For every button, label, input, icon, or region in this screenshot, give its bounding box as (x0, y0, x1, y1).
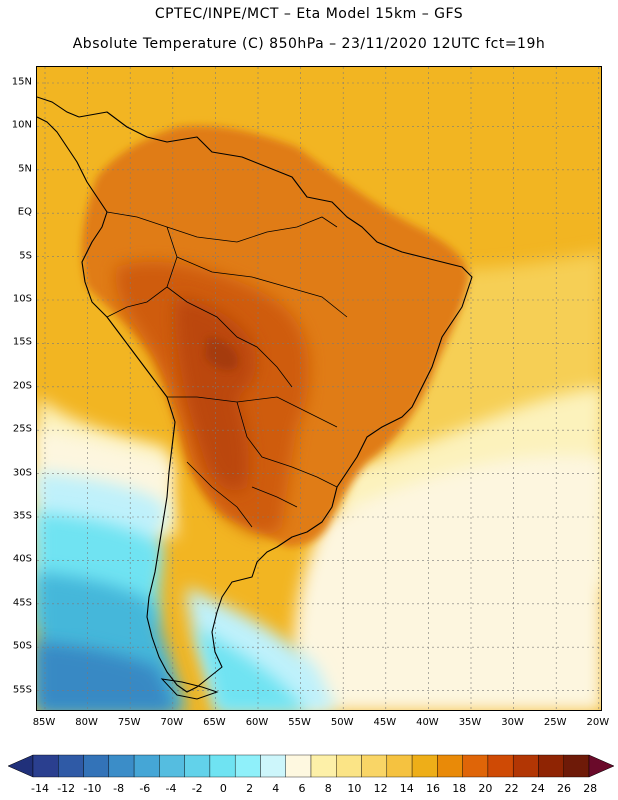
temperature-map (36, 66, 602, 711)
lat-label: 55S (12, 684, 32, 696)
south-atlantic-cream (293, 455, 601, 710)
lat-label: 5N (18, 163, 32, 175)
colorbar-cell (184, 754, 211, 778)
lat-label: 50S (12, 640, 32, 652)
country-borders (106, 211, 348, 528)
lon-label: 60W (245, 717, 269, 728)
map-title-line-1: CPTEC/INPE/MCT – Eta Model 15km – GFS (154, 6, 464, 22)
colorbar-tick-label: 2 (246, 782, 254, 795)
colorbar-cell (563, 754, 590, 778)
colorbar-tick-label: -8 (113, 782, 125, 795)
lon-label: 30W (501, 717, 524, 728)
colorbar-tick-label: -14 (31, 782, 49, 795)
colorbar-tick-label: -2 (191, 782, 203, 795)
colorbar-cell (58, 754, 84, 778)
lat-label: 5S (19, 250, 32, 262)
colorbar-cell (512, 754, 539, 778)
lat-label: 20S (12, 380, 32, 392)
lon-label: 50W (330, 717, 354, 728)
colorbar-cell (411, 754, 438, 778)
colorbar-cell (310, 754, 337, 778)
lat-label: 10N (11, 119, 32, 131)
colorbar-tick-label: -12 (57, 782, 76, 795)
colorbar-tick-label: 0 (219, 782, 227, 795)
lon-label: 70W (160, 717, 184, 728)
colorbar-tick-label: 12 (373, 782, 388, 795)
temperature-colorbar (7, 754, 615, 778)
atlantic-cyan-patch (197, 627, 306, 710)
colorbar-cell (234, 754, 261, 778)
south-america-coastline (37, 111, 473, 693)
tierra-del-fuego (160, 678, 219, 700)
lat-label: 15N (11, 76, 32, 88)
lat-lon-grid (37, 67, 601, 710)
colorbar-low-arrow (7, 754, 34, 778)
lon-label: 85W (32, 717, 56, 728)
lat-label: 40S (12, 553, 32, 565)
colorbar-cell (133, 754, 160, 778)
lat-label: 35S (12, 510, 32, 522)
colorbar-tick-label: 10 (347, 782, 362, 795)
lon-label: 55W (288, 717, 311, 728)
lat-label: 15S (12, 336, 32, 348)
colorbar-tick-label: 26 (557, 782, 571, 795)
lon-label: 25W (543, 717, 567, 728)
colorbar-tick-label: 4 (272, 782, 280, 795)
colorbar-cell (487, 754, 514, 778)
lon-label: 40W (416, 717, 439, 728)
colorbar-tick-label: 16 (426, 782, 440, 795)
colorbar-tick-label: 28 (583, 782, 598, 795)
colorbar-tick-label: 20 (478, 782, 493, 795)
lat-label: 30S (12, 467, 32, 479)
colorbar-cell (336, 754, 362, 778)
central-america-outline (37, 96, 80, 118)
lon-label: 65W (203, 717, 226, 728)
lon-label: 35W (458, 717, 482, 728)
lat-label: 45S (12, 597, 32, 609)
colorbar-tick-label: -6 (139, 782, 151, 795)
colorbar-cell (462, 754, 489, 778)
colorbar-cell (159, 754, 185, 778)
lon-label: 20W (586, 717, 610, 728)
colorbar-cell (83, 754, 110, 778)
map-title-line-2: Absolute Temperature (C) 850hPa – 23/11/… (72, 36, 546, 52)
colorbar-cell (538, 754, 564, 778)
colorbar-tick-label: 14 (399, 782, 414, 795)
colorbar-cell (285, 754, 312, 778)
colorbar-tick-label: 22 (504, 782, 519, 795)
colorbar-tick-label: 24 (530, 782, 545, 795)
bolivia-hot-spot (205, 337, 238, 371)
lat-label: EQ (17, 206, 32, 218)
colorbar-high-arrow (588, 754, 615, 778)
lat-label: 10S (12, 293, 32, 305)
colorbar-cell (209, 754, 236, 778)
colorbar-tick-label: 18 (452, 782, 467, 795)
colorbar-tick-label: -4 (165, 782, 177, 795)
far-south-blue (37, 642, 177, 710)
colorbar-cells (32, 754, 590, 778)
colorbar-tick-label: 6 (298, 782, 306, 795)
colorbar-tick-label: -10 (83, 782, 102, 795)
colorbar-cell (108, 754, 135, 778)
lat-label: 25S (12, 423, 32, 435)
colorbar-tick-label: 8 (324, 782, 332, 795)
colorbar-cell (386, 754, 413, 778)
colorbar-cell (361, 754, 388, 778)
colorbar-cell (260, 754, 286, 778)
colorbar-cell (32, 754, 59, 778)
lon-label: 75W (117, 717, 141, 728)
colorbar-cell (437, 754, 463, 778)
lon-label: 45W (373, 717, 397, 728)
lon-label: 80W (75, 717, 98, 728)
